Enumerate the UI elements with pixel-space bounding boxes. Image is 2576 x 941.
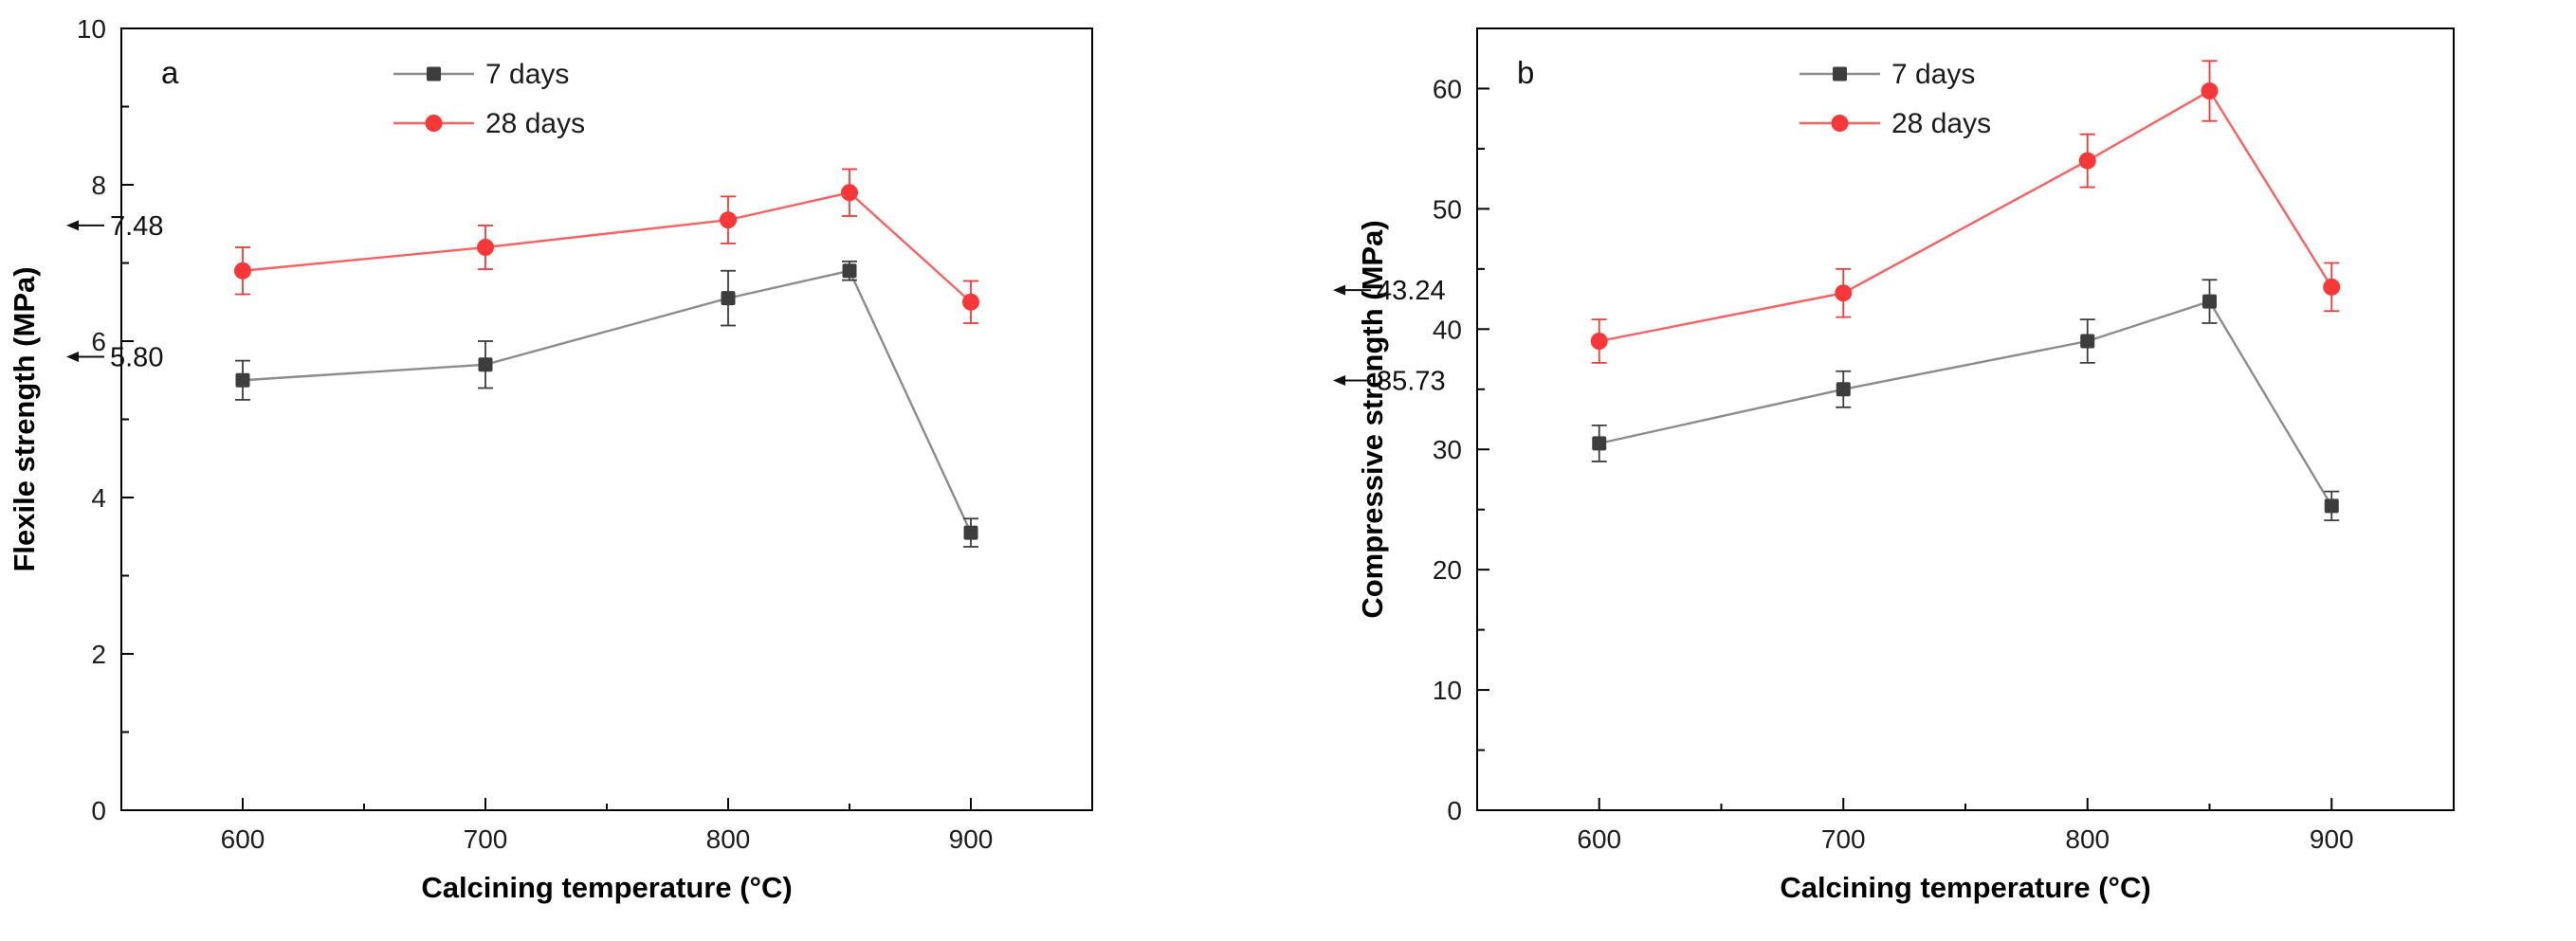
data-point-marker bbox=[478, 357, 493, 372]
legend-label: 7 days bbox=[485, 59, 569, 90]
x-tick-label: 600 bbox=[1577, 824, 1621, 854]
annotation-label: 43.24 bbox=[1377, 276, 1446, 306]
data-point-marker bbox=[963, 525, 978, 540]
data-point-marker bbox=[2078, 152, 2096, 170]
data-point-marker bbox=[477, 239, 494, 256]
data-point-marker bbox=[1836, 382, 1851, 397]
y-tick-label: 0 bbox=[1447, 796, 1462, 825]
data-point-marker bbox=[1592, 436, 1607, 451]
plot-border bbox=[120, 27, 1093, 811]
data-point-marker bbox=[2324, 498, 2339, 514]
x-tick-label: 600 bbox=[221, 824, 265, 854]
y-tick-label: 40 bbox=[1433, 315, 1462, 344]
annotation-label: 7.48 bbox=[110, 211, 163, 242]
legend-label: 28 days bbox=[485, 108, 585, 139]
annotation-arrowhead bbox=[66, 220, 79, 231]
series-line-7-days bbox=[242, 269, 973, 534]
y-tick-label: 50 bbox=[1433, 194, 1462, 224]
annotation-label: 35.73 bbox=[1377, 367, 1446, 397]
y-tick-label: 6 bbox=[91, 327, 106, 356]
series-line-7-days bbox=[1599, 299, 2333, 507]
data-point-marker bbox=[721, 291, 736, 306]
data-point-marker bbox=[2202, 294, 2217, 309]
data-point-marker bbox=[720, 211, 737, 229]
x-tick-label: 800 bbox=[2065, 824, 2110, 854]
annotation-arrowhead bbox=[1333, 375, 1345, 387]
x-tick-label: 800 bbox=[706, 824, 751, 854]
data-point-marker bbox=[234, 262, 251, 280]
y-tick-label: 30 bbox=[1433, 435, 1462, 464]
annotation-arrowhead bbox=[66, 352, 79, 362]
chart-b: 600 700 800 900 0 10 20 30 40 50 60 Calcining tempe… bbox=[1333, 27, 2455, 904]
legend-marker bbox=[1833, 66, 1847, 81]
annotation-arrowhead bbox=[1333, 284, 1345, 296]
data-point-marker bbox=[841, 184, 858, 202]
series-line-28-days bbox=[242, 190, 972, 303]
y-tick-label: 10 bbox=[1433, 676, 1462, 705]
annotation-label: 5.80 bbox=[110, 343, 163, 373]
x-tick-label: 700 bbox=[1821, 824, 1866, 854]
y-tick-label: 20 bbox=[1433, 555, 1462, 585]
data-point-marker bbox=[2323, 278, 2341, 296]
legend-marker bbox=[427, 66, 441, 81]
data-point-marker bbox=[2201, 82, 2219, 100]
x-tick-label: 900 bbox=[949, 824, 994, 854]
y-tick-label: 60 bbox=[1433, 74, 1462, 103]
plot-border bbox=[1476, 27, 2455, 811]
panel-label: a bbox=[161, 55, 179, 90]
x-tick-label: 700 bbox=[464, 824, 508, 854]
data-point-marker bbox=[1590, 333, 1608, 350]
y-axis-title: Compressive strength (MPa) bbox=[1356, 220, 1389, 618]
y-axis-title: Flexile strength (MPa) bbox=[8, 266, 41, 571]
y-tick-label: 2 bbox=[91, 640, 106, 669]
x-axis-title: Calcining temperature (°C) bbox=[1780, 871, 2150, 904]
legend-label: 7 days bbox=[1891, 59, 1975, 90]
x-axis-title: Calcining temperature (°C) bbox=[421, 871, 792, 904]
y-tick-label: 8 bbox=[91, 171, 106, 200]
data-point-marker bbox=[1835, 284, 1853, 302]
data-point-marker bbox=[235, 372, 250, 388]
panel-label: b bbox=[1517, 55, 1534, 90]
data-point-marker bbox=[962, 293, 979, 311]
legend-marker bbox=[425, 115, 443, 132]
legend-label: 28 days bbox=[1891, 108, 1991, 139]
y-tick-label: 10 bbox=[77, 14, 106, 44]
y-tick-label: 4 bbox=[91, 483, 106, 513]
x-tick-label: 900 bbox=[2310, 824, 2354, 854]
y-tick-label: 0 bbox=[91, 796, 106, 825]
chart-a: 600 700 800 900 0 2 4 6 8 10 Calcining temperature… bbox=[8, 14, 1093, 904]
data-point-marker bbox=[2080, 334, 2095, 349]
legend-marker bbox=[1831, 115, 1849, 132]
data-point-marker bbox=[842, 263, 857, 279]
